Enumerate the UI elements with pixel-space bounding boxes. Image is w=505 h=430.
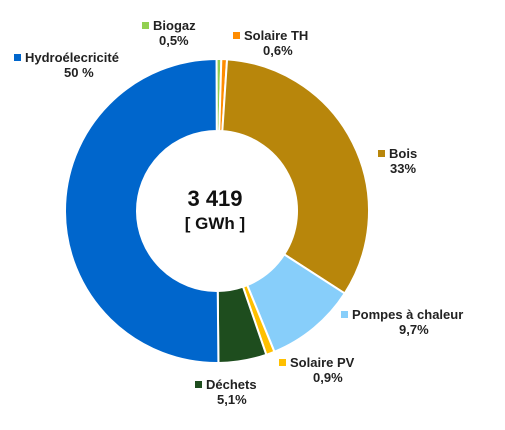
pompes-name: Pompes à chaleur xyxy=(352,307,464,322)
slice-hydroelecricite xyxy=(63,57,220,364)
hydro-swatch xyxy=(14,54,21,61)
bois-percent: 33% xyxy=(390,161,417,176)
legend-pompes: Pompes à chaleur 9,7% xyxy=(341,307,463,337)
bois-swatch xyxy=(378,150,385,157)
slice-bois xyxy=(221,58,370,295)
pompes-swatch xyxy=(341,311,348,318)
legend-biogaz: Biogaz 0,5% xyxy=(142,18,196,48)
center-unit-label: [ GWh ] xyxy=(184,214,246,233)
dechets-percent: 5,1% xyxy=(217,392,247,407)
solaire-th-name: Solaire TH xyxy=(244,28,309,43)
legend-bois: Bois 33% xyxy=(378,146,417,176)
legend-dechets: Déchets 5,1% xyxy=(195,377,257,407)
legend-hydro: Hydroélecricité 50 % xyxy=(14,50,119,80)
hydro-percent: 50 % xyxy=(64,65,94,80)
solaire-pv-name: Solaire PV xyxy=(290,355,355,370)
legend-solaire-pv: Solaire PV 0,9% xyxy=(279,355,354,385)
bois-name: Bois xyxy=(389,146,418,161)
hydro-name: Hydroélecricité xyxy=(25,50,119,65)
center-total-value: 3 419 xyxy=(187,186,243,211)
solaire-pv-percent: 0,9% xyxy=(313,370,343,385)
dechets-swatch xyxy=(195,381,202,388)
solaire-th-percent: 0,6% xyxy=(263,43,293,58)
biogaz-percent: 0,5% xyxy=(158,33,189,48)
legend-solaire-th: Solaire TH 0,6% xyxy=(233,28,308,58)
solaire-pv-swatch xyxy=(279,359,286,366)
biogaz-swatch xyxy=(142,22,149,29)
biogaz-name: Biogaz xyxy=(153,18,196,33)
dechets-name: Déchets xyxy=(206,377,257,392)
pompes-percent: 9,7% xyxy=(399,322,429,337)
solaire-th-swatch xyxy=(233,32,240,39)
